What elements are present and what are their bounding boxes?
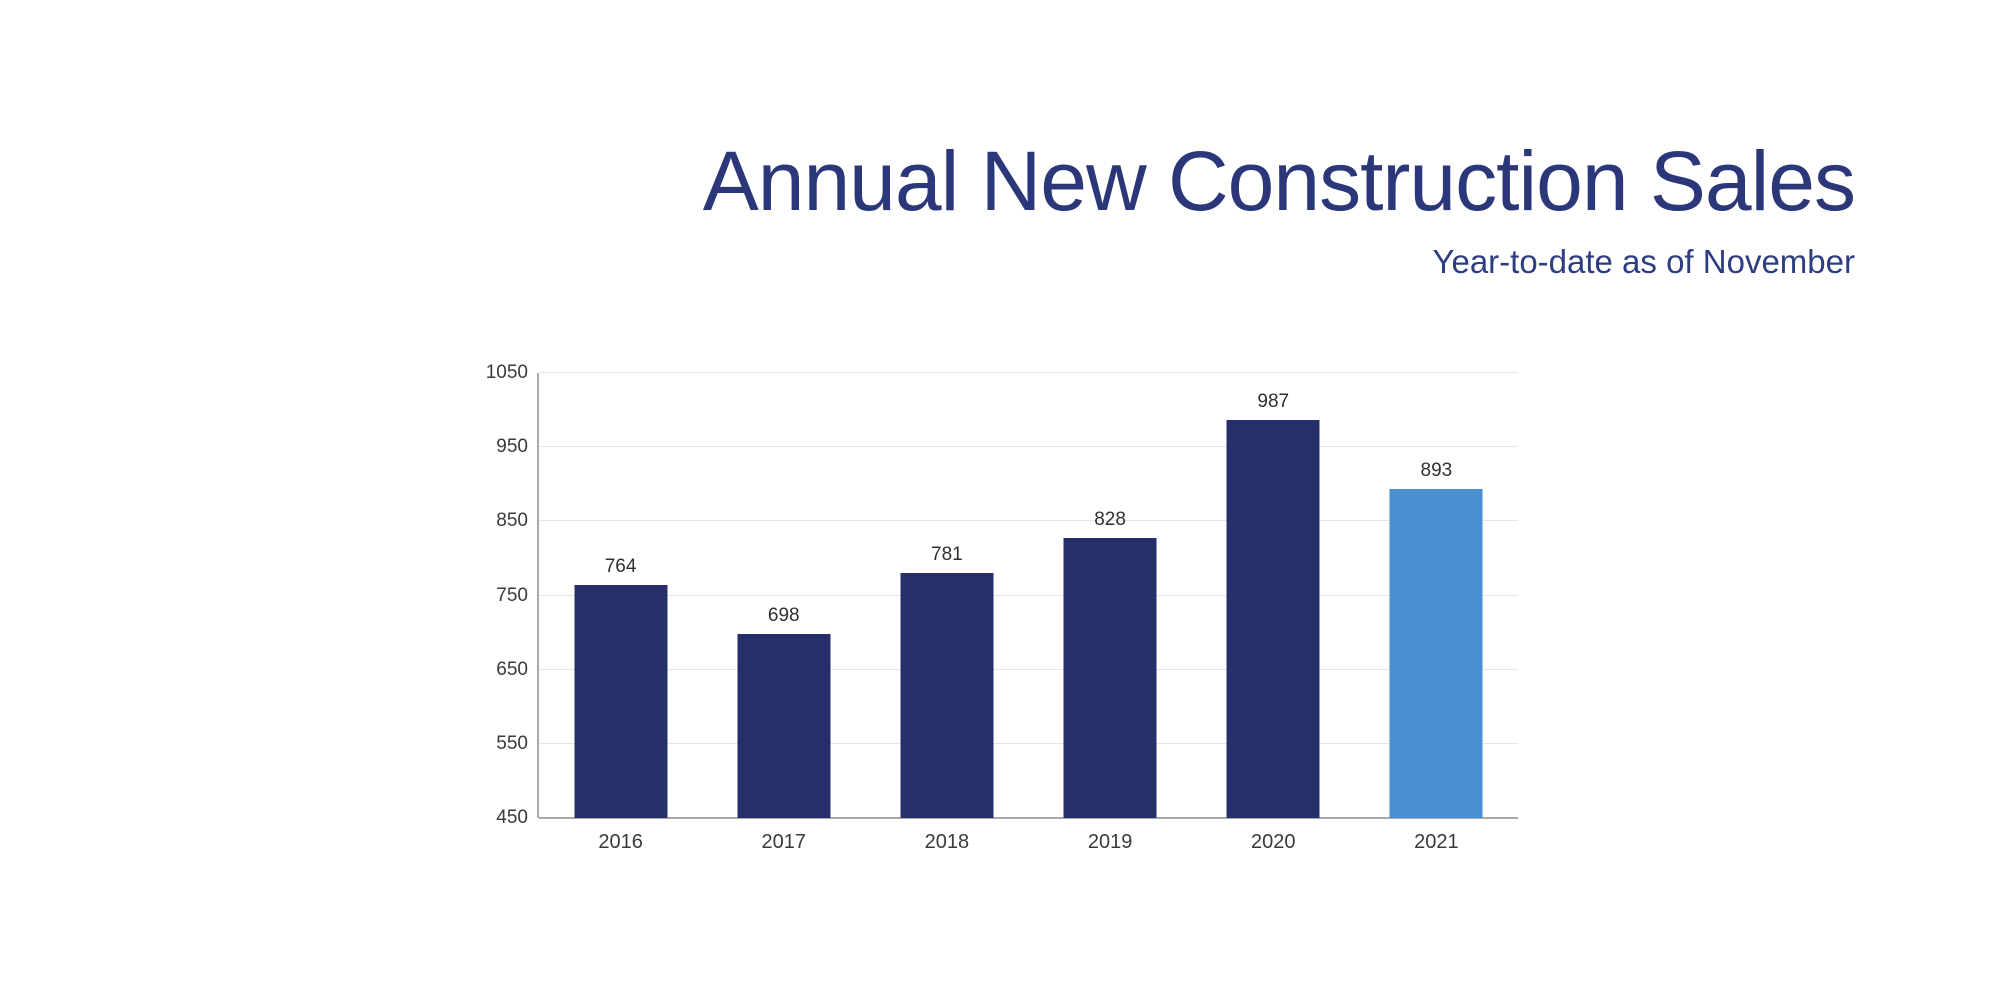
bar-slot: 698 2017: [702, 373, 865, 852]
bar-slot: 987 2020: [1192, 373, 1355, 852]
bar-2020: [1226, 419, 1320, 818]
x-tick-label: 2017: [761, 831, 806, 853]
bar-value-label: 893: [1420, 460, 1453, 482]
bar-2019: [1063, 537, 1157, 818]
gridline: [539, 520, 1518, 522]
bar-slot: 893 2021: [1355, 373, 1518, 852]
x-tick-label: 2019: [1087, 831, 1133, 853]
bar-2021: [1389, 489, 1483, 818]
bar-value-label: 828: [1094, 508, 1126, 530]
bar-2018: [900, 572, 994, 818]
bar-slot: 764 2016: [539, 373, 702, 852]
bar-slot: 828 2019: [1029, 373, 1192, 852]
y-tick-label: 750: [496, 584, 528, 606]
gridline: [539, 742, 1518, 744]
bar-value-label: 764: [604, 556, 637, 578]
x-tick-label: 2018: [924, 831, 970, 853]
bar-value-label: 698: [767, 605, 800, 627]
x-tick-label: 2016: [598, 831, 643, 853]
gridline: [539, 446, 1518, 448]
gridline: [539, 372, 1518, 373]
plot-area: 450 550 650 750 850 950 1050 764 2016 698 2017 781 2…: [486, 362, 1518, 852]
y-tick-label: 1050: [485, 362, 528, 383]
y-tick-label: 650: [496, 658, 528, 680]
bar-2016: [574, 585, 668, 818]
gridline: [539, 594, 1518, 596]
x-axis-line: [539, 817, 1518, 819]
chart-title: Annual New Construction Sales: [702, 134, 1856, 228]
gridline: [539, 668, 1518, 670]
x-tick-label: 2021: [1414, 831, 1459, 853]
bar-slot: 781 2018: [865, 373, 1028, 852]
y-axis-line: [537, 373, 539, 818]
y-tick-label: 950: [496, 436, 528, 458]
bar-value-label: 987: [1257, 390, 1290, 412]
y-tick-label: 850: [496, 510, 528, 532]
chart-subtitle: Year-to-date as of November: [1432, 243, 1855, 280]
y-tick-label: 450: [496, 807, 528, 828]
bar-value-label: 781: [931, 543, 963, 565]
bar-2017: [737, 634, 831, 818]
y-tick-label: 550: [496, 732, 528, 754]
x-tick-label: 2020: [1250, 831, 1296, 853]
